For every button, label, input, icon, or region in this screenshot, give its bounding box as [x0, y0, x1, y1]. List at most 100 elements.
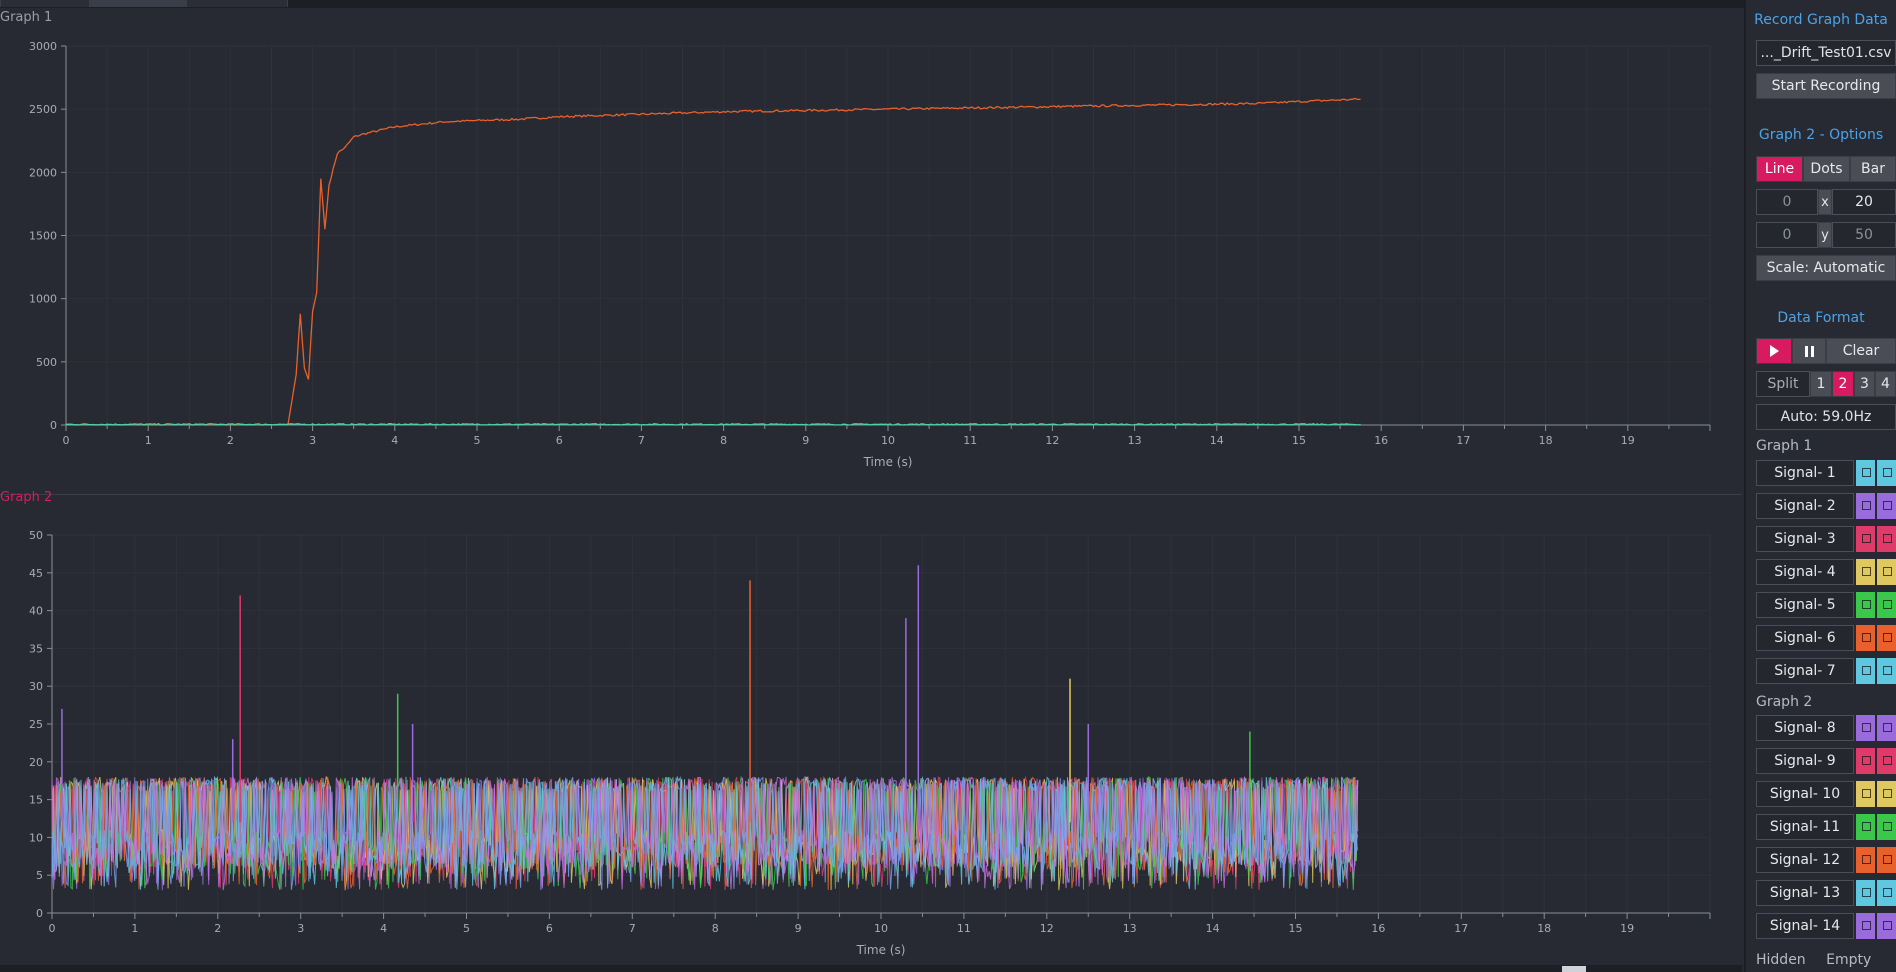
signal-name[interactable]: Signal- 14 [1756, 913, 1854, 939]
signal-visibility-toggle[interactable] [1855, 460, 1875, 486]
signal-visibility-toggle[interactable] [1855, 814, 1875, 840]
x-tick-label: 2 [214, 922, 221, 935]
x-tick-label: 13 [1123, 922, 1137, 935]
graph-divider [0, 494, 1742, 495]
split-option-2[interactable]: 2 [1832, 371, 1854, 397]
signal-visibility-toggle[interactable] [1855, 913, 1875, 939]
x-tick-label: 15 [1292, 434, 1306, 447]
signal-row: Signal- 12 [1756, 847, 1896, 873]
clear-button[interactable]: Clear [1826, 338, 1896, 364]
signal-visibility-toggle[interactable] [1855, 559, 1875, 585]
signal-visibility-toggle[interactable] [1855, 748, 1875, 774]
split-option-3[interactable]: 3 [1854, 371, 1875, 397]
signal-name[interactable]: Signal- 11 [1756, 814, 1854, 840]
x-tick-label: 18 [1539, 434, 1553, 447]
signal-color-swatch[interactable] [1876, 493, 1896, 519]
y-tick-label: 50 [29, 529, 43, 542]
legend-footer: Hidden Empty [1756, 952, 1871, 968]
pause-button[interactable] [1792, 338, 1826, 364]
x-tick-label: 10 [881, 434, 895, 447]
signal-color-swatch[interactable] [1876, 781, 1896, 807]
signal-visibility-toggle[interactable] [1855, 715, 1875, 741]
graphs-area: Graph 1 0 1 2 3 4 5 6 7 8 9 10 11 12 13 14 15 16 17 18 19 0 5… [0, 8, 1742, 965]
signal-visibility-toggle[interactable] [1855, 493, 1875, 519]
signal-row: Signal- 4 [1756, 559, 1896, 585]
signal-visibility-toggle[interactable] [1855, 625, 1875, 651]
x-tick-label: 6 [556, 434, 563, 447]
signal-color-swatch[interactable] [1876, 592, 1896, 618]
signal-visibility-toggle[interactable] [1855, 781, 1875, 807]
x-axis-title: Time (s) [863, 455, 913, 469]
signal-color-swatch[interactable] [1876, 880, 1896, 906]
signal-color-swatch[interactable] [1876, 526, 1896, 552]
mode-dots-button[interactable]: Dots [1803, 156, 1850, 182]
signal-name[interactable]: Signal- 3 [1756, 526, 1854, 552]
scrollbar-thumb[interactable] [1562, 966, 1586, 972]
signal-color-swatch[interactable] [1876, 748, 1896, 774]
x-min-input[interactable]: 0 [1756, 189, 1818, 215]
signal-color-swatch[interactable] [1876, 847, 1896, 873]
split-option-1[interactable]: 1 [1810, 371, 1832, 397]
signal-name[interactable]: Signal- 1 [1756, 460, 1854, 486]
signal-row: Signal- 13 [1756, 880, 1896, 906]
signal-color-swatch[interactable] [1876, 715, 1896, 741]
top-tab-1[interactable] [0, 0, 90, 7]
signal-visibility-toggle[interactable] [1855, 658, 1875, 684]
signal-color-swatch[interactable] [1876, 913, 1896, 939]
signal-visibility-toggle[interactable] [1855, 592, 1875, 618]
signal-row: Signal- 10 [1756, 781, 1896, 807]
signal-name[interactable]: Signal- 6 [1756, 625, 1854, 651]
signal-color-swatch[interactable] [1876, 814, 1896, 840]
y-tick-label: 5 [36, 869, 43, 882]
x-tick-label: 8 [720, 434, 727, 447]
x-tick-label: 1 [145, 434, 152, 447]
signal-row: Signal- 2 [1756, 493, 1896, 519]
mode-line-button[interactable]: Line [1756, 156, 1803, 182]
x-tick-label: 12 [1040, 922, 1054, 935]
x-tick-label: 12 [1045, 434, 1059, 447]
x-tick-label: 0 [63, 434, 70, 447]
play-icon [1769, 345, 1779, 357]
mode-bar-button[interactable]: Bar [1850, 156, 1896, 182]
x-max-input[interactable]: 20 [1832, 189, 1896, 215]
x-tick-label: 19 [1621, 434, 1635, 447]
signal-name[interactable]: Signal- 12 [1756, 847, 1854, 873]
y-max-input[interactable]: 50 [1832, 222, 1896, 248]
y-tick-label: 1000 [29, 293, 57, 306]
graph2-chart[interactable]: 0 1 2 3 4 5 6 7 8 9 10 11 12 13 14 15 16 17 18 190510152025… [0, 488, 1742, 966]
y-tick-label: 3000 [29, 40, 57, 53]
start-recording-button[interactable]: Start Recording [1756, 73, 1896, 99]
signal-name[interactable]: Signal- 13 [1756, 880, 1854, 906]
y-min-input[interactable]: 0 [1756, 222, 1818, 248]
signal-name[interactable]: Signal- 4 [1756, 559, 1854, 585]
play-button[interactable] [1756, 338, 1792, 364]
graph1-chart[interactable]: 0 1 2 3 4 5 6 7 8 9 10 11 12 13 14 15 16 17 18 190500100015… [0, 8, 1742, 486]
signal-visibility-toggle[interactable] [1855, 526, 1875, 552]
filename-input[interactable]: ..._Drift_Test01.csv [1756, 40, 1896, 66]
top-tab-2[interactable] [90, 0, 186, 7]
split-option-4[interactable]: 4 [1875, 371, 1896, 397]
signal-name[interactable]: Signal- 9 [1756, 748, 1854, 774]
pause-icon [1804, 345, 1808, 357]
signal-name[interactable]: Signal- 2 [1756, 493, 1854, 519]
y-tick-label: 500 [36, 356, 57, 369]
signal-color-swatch[interactable] [1876, 625, 1896, 651]
signal-name[interactable]: Signal- 8 [1756, 715, 1854, 741]
x-tick-label: 16 [1374, 434, 1388, 447]
signal-row: Signal- 9 [1756, 748, 1896, 774]
signal-visibility-toggle[interactable] [1855, 847, 1875, 873]
signal-name[interactable]: Signal- 10 [1756, 781, 1854, 807]
signal-visibility-toggle[interactable] [1855, 880, 1875, 906]
empty-label: Empty [1826, 952, 1872, 968]
top-tab-bar [0, 0, 1746, 8]
signal-name[interactable]: Signal- 7 [1756, 658, 1854, 684]
x-tick-label: 10 [874, 922, 888, 935]
top-tab-3[interactable] [186, 0, 288, 7]
signal-color-swatch[interactable] [1876, 658, 1896, 684]
scale-button[interactable]: Scale: Automatic [1756, 255, 1896, 281]
signal-name[interactable]: Signal- 5 [1756, 592, 1854, 618]
signal-color-swatch[interactable] [1876, 460, 1896, 486]
signal-row: Signal- 11 [1756, 814, 1896, 840]
signal-color-swatch[interactable] [1876, 559, 1896, 585]
horizontal-scrollbar[interactable] [0, 965, 1742, 972]
